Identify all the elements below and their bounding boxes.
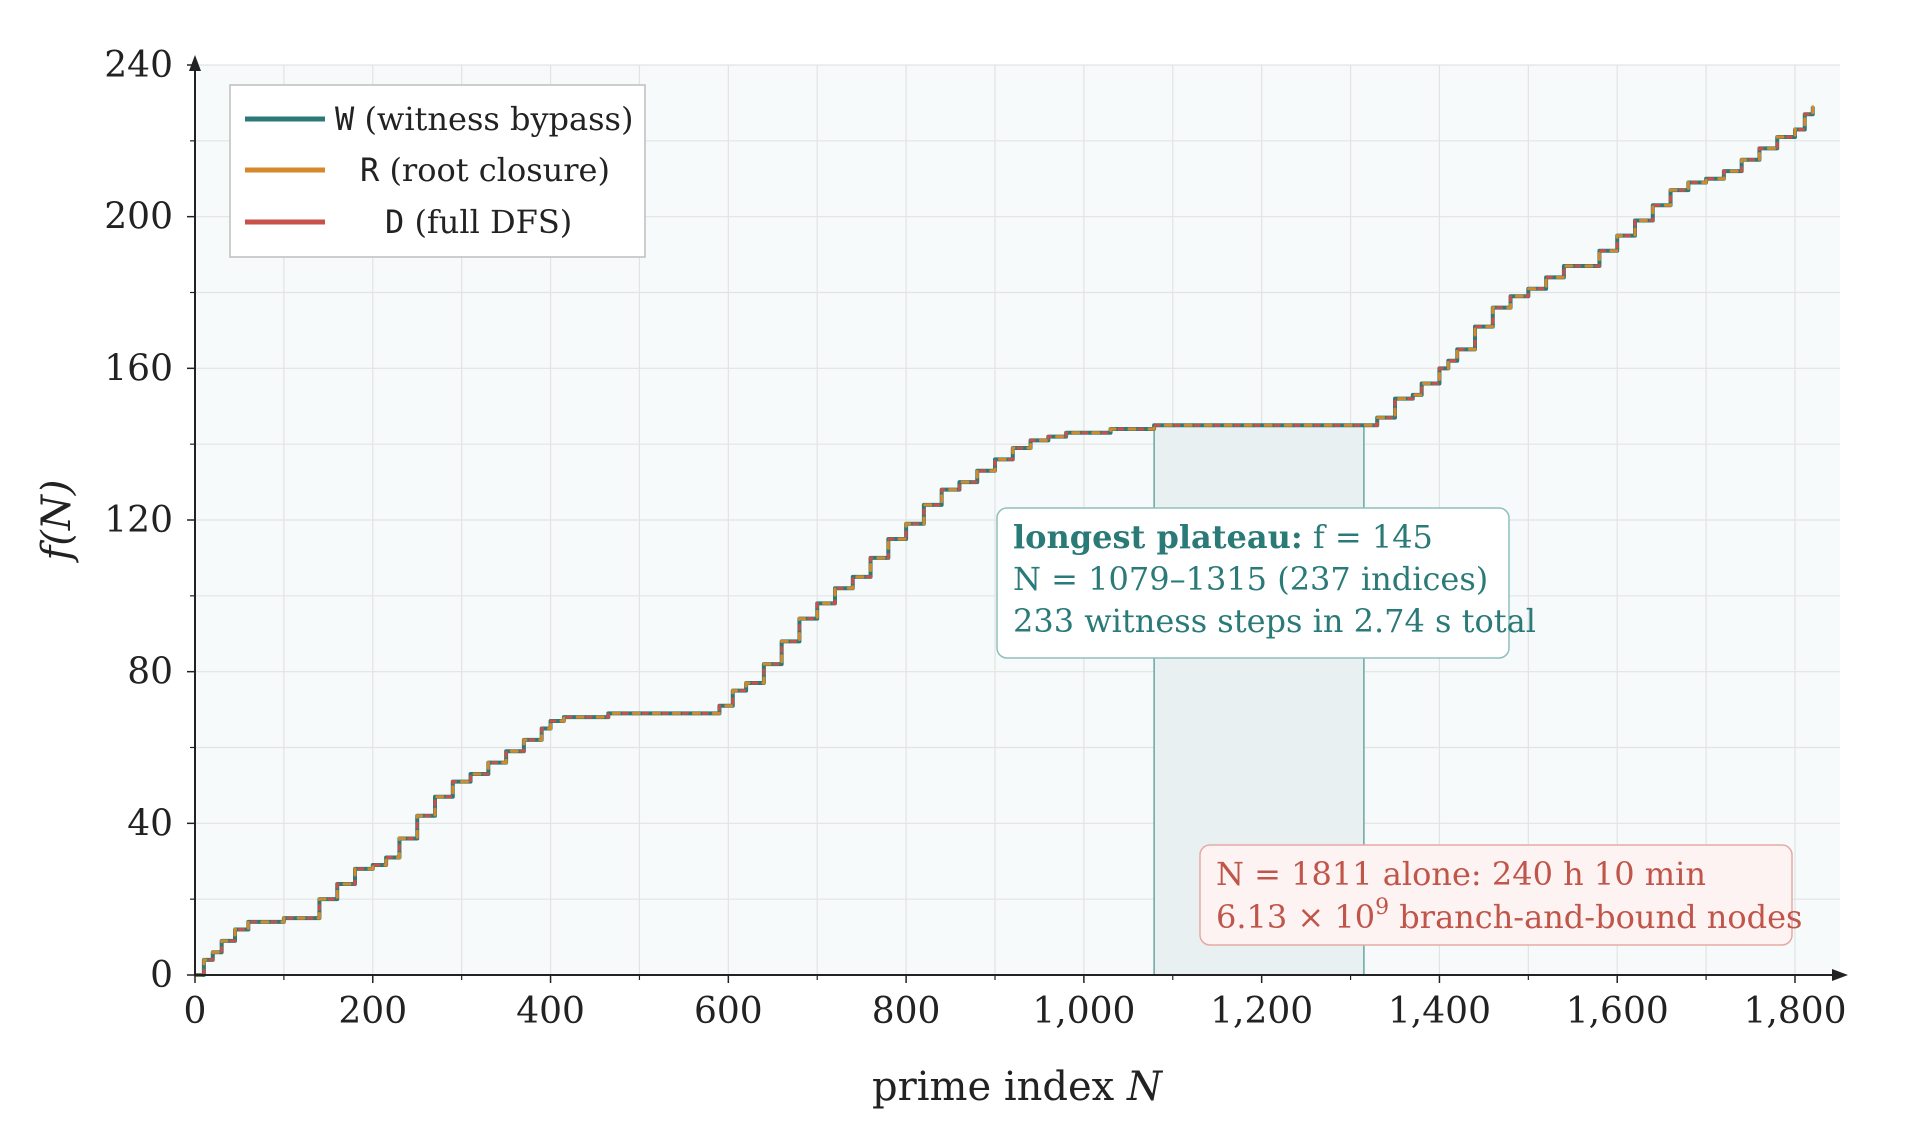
y-tick-label: 0 [150, 955, 173, 996]
y-axis-title: f(N) [34, 479, 80, 563]
x-tick-labels: 0 200 400 600 800 1,000 1,200 1,400 1,600 1,800 [184, 991, 1847, 1032]
x-tick-label: 1,000 [1032, 991, 1135, 1032]
y-tick-labels: 0 40 80 120 160 200 240 [104, 45, 173, 996]
dfs-annotation-rest: branch-and-bound nodes [1389, 898, 1802, 936]
axes [187, 55, 1848, 983]
x-tick-label: 400 [516, 991, 585, 1032]
x-tick-label: 1,400 [1388, 991, 1491, 1032]
plateau-annotation: longest plateau: f = 145 N = 1079–1315 (… [996, 507, 1536, 659]
plateau-annotation-line1: longest plateau: f = 145 [1013, 518, 1433, 556]
legend-label-witness: (witness bypass) [364, 100, 633, 138]
plateau-annotation-line3: 233 witness steps in 2.74 s total [1013, 602, 1536, 640]
legend-item-witness: W (witness bypass) [335, 100, 633, 138]
plateau-annotation-value: f = 145 [1313, 518, 1433, 556]
y-tick-label: 240 [104, 45, 173, 86]
series-line-root [193, 105, 1815, 977]
dfs-annotation-base: 6.13 × 10 [1216, 898, 1375, 936]
dfs-annotation-exponent: 9 [1375, 895, 1389, 920]
legend-item-dfs: D (full DFS) [385, 203, 572, 241]
legend-item-root: R (root closure) [360, 151, 610, 189]
plateau-annotation-line2: N = 1079–1315 (237 indices) [1013, 560, 1488, 598]
dfs-annotation-line1: N = 1811 alone: 240 h 10 min [1216, 855, 1706, 893]
y-tick-label: 160 [104, 348, 173, 389]
y-axis-arrow [189, 55, 201, 71]
x-tick-label: 800 [872, 991, 941, 1032]
plateau-annotation-box [996, 507, 1510, 659]
legend-code-witness: W [335, 100, 355, 138]
x-tick-label: 0 [184, 991, 207, 1032]
x-axis-title: prime index N [872, 1064, 1164, 1110]
plateau-annotation-title: longest plateau: [1013, 518, 1303, 556]
x-axis-arrow [1832, 969, 1848, 981]
legend: W (witness bypass) R (root closure) D (f… [229, 84, 646, 258]
legend-code-root: R [360, 151, 380, 189]
y-tick-label: 120 [104, 500, 173, 541]
x-axis-title-var: N [1126, 1064, 1164, 1110]
x-tick-label: 200 [338, 991, 407, 1032]
x-tick-label: 1,200 [1210, 991, 1313, 1032]
x-tick-label: 1,600 [1566, 991, 1669, 1032]
dfs-annotation-line2: 6.13 × 109 branch-and-bound nodes [1216, 895, 1802, 936]
legend-label-root: (root closure) [389, 151, 610, 189]
legend-code-dfs: D [385, 203, 404, 241]
x-tick-label: 600 [694, 991, 763, 1032]
x-axis-title-prefix: prime index [872, 1064, 1115, 1110]
series-layer [193, 105, 1815, 977]
x-tick-label: 1,800 [1743, 991, 1846, 1032]
y-tick-label: 200 [104, 197, 173, 238]
y-tick-label: 80 [127, 652, 173, 693]
legend-label-dfs: (full DFS) [414, 203, 572, 241]
dfs-annotation: N = 1811 alone: 240 h 10 min 6.13 × 109 … [1199, 844, 1802, 946]
dfs-annotation-box [1199, 844, 1793, 946]
y-tick-label: 40 [127, 803, 173, 844]
